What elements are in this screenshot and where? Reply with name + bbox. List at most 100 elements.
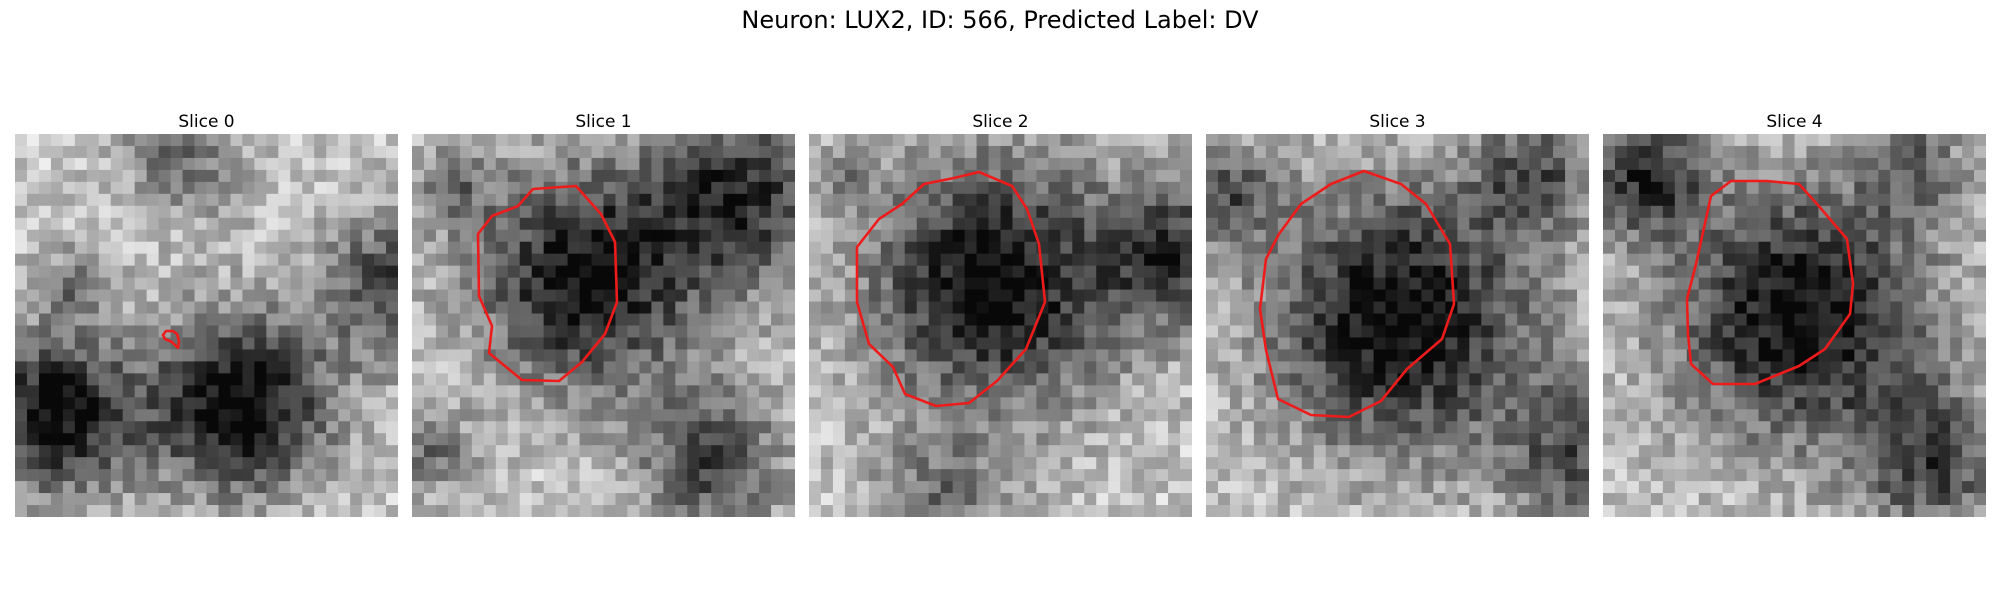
pixel-cell [1217,433,1231,446]
pixel-cell [266,313,279,327]
pixel-cell [338,241,351,255]
pixel-cell [326,373,339,386]
pixel-cell [1313,265,1327,279]
pixel-cell [1541,433,1554,446]
pixel-cell [603,337,617,351]
pixel-cell [74,445,88,458]
pixel-cell [74,505,88,517]
pixel-cell [555,157,569,171]
pixel-cell [1337,229,1351,243]
pixel-cell [386,301,398,315]
pixel-cell [1349,433,1363,446]
pixel-cell [1698,409,1712,422]
pixel-cell [1493,157,1506,171]
pixel-cell [940,241,954,255]
pixel-cell [711,361,724,374]
pixel-cell [1950,205,1963,219]
pixel-cell [916,277,930,291]
pixel-cell [783,421,795,434]
pixel-cell [1962,181,1975,195]
pixel-cell [1662,181,1676,195]
pixel-cell [1060,193,1073,207]
pixel-cell [1529,157,1542,171]
pixel-cell [988,397,1002,410]
pixel-cell [326,349,339,363]
pixel-cell [964,313,978,327]
pixel-cell [1168,493,1181,506]
pixel-cell [412,134,425,147]
pixel-cell [687,361,700,374]
pixel-cell [158,385,172,398]
pixel-cell [1626,205,1640,219]
pixel-cell [651,145,664,159]
pixel-cell [302,361,315,374]
pixel-cell [254,229,267,243]
pixel-cell [1241,145,1255,159]
pixel-cell [374,217,387,231]
pixel-cell [1168,313,1181,327]
pixel-cell [844,481,858,494]
pixel-cell [1770,349,1784,363]
pixel-cell [86,337,100,351]
pixel-cell [988,433,1002,446]
pixel-cell [1277,205,1291,219]
pixel-cell [904,277,918,291]
pixel-cell [158,217,172,231]
pixel-cell [423,313,437,327]
pixel-cell [230,181,244,195]
pixel-cell [868,241,882,255]
pixel-cell [170,457,184,470]
pixel-cell [507,229,521,243]
pixel-cell [1938,217,1951,231]
pixel-cell [880,301,894,315]
pixel-cell [771,301,784,315]
pixel-cell [1241,505,1255,517]
pixel-cell [1662,325,1676,339]
pixel-cell [988,445,1002,458]
pixel-cell [314,421,327,434]
pixel-cell [362,193,375,207]
pixel-cell [1950,349,1963,363]
pixel-cell [615,253,629,267]
pixel-cell [856,433,870,446]
pixel-cell [809,193,822,207]
pixel-cell [74,169,88,183]
pixel-cell [1565,445,1578,458]
pixel-cell [134,229,148,243]
pixel-cell [1603,361,1616,374]
pixel-cell [1469,217,1482,231]
pixel-cell [711,349,724,363]
pixel-cell [1794,325,1808,339]
pixel-cell [62,241,76,255]
pixel-cell [362,217,375,231]
pixel-cell [242,445,255,458]
pixel-cell [1000,301,1014,315]
pixel-cell [1349,313,1363,327]
pixel-cell [1060,134,1073,147]
pixel-cell [579,157,593,171]
pixel-cell [1926,337,1939,351]
pixel-cell [447,349,461,363]
pixel-cell [856,493,870,506]
pixel-cell [62,193,76,207]
pixel-cell [1385,337,1399,351]
pixel-cell [771,205,784,219]
pixel-cell [1626,134,1640,147]
pixel-cell [1168,373,1181,386]
pixel-cell [194,337,208,351]
pixel-cell [687,265,700,279]
pixel-cell [627,409,641,422]
pixel-cell [146,493,160,506]
pixel-cell [1012,145,1026,159]
pixel-cell [278,469,291,482]
pixel-cell [412,337,425,351]
pixel-cell [892,134,906,147]
pixel-cell [74,385,88,398]
pixel-cell [266,181,279,195]
pixel-cell [507,481,521,494]
pixel-cell [1902,433,1915,446]
pixel-cell [1650,265,1664,279]
pixel-cell [38,457,52,470]
pixel-cell [1289,313,1303,327]
pixel-cell [1974,421,1986,434]
